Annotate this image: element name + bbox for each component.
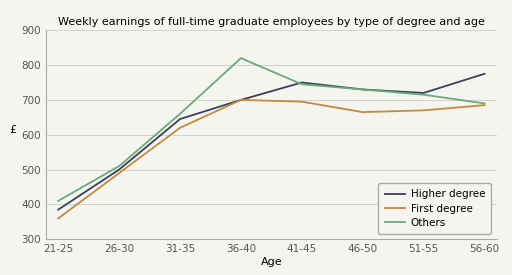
First degree [298,100,305,103]
Higher degree [359,88,366,91]
Line: Others: Others [58,58,484,201]
Legend: Higher degree, First degree, Others: Higher degree, First degree, Others [378,183,492,234]
Others [55,199,61,203]
Higher degree [177,117,183,121]
Higher degree [420,91,426,95]
Title: Weekly earnings of full-time graduate employees by type of degree and age: Weekly earnings of full-time graduate em… [58,17,485,27]
Line: First degree: First degree [58,100,484,218]
Others [177,112,183,115]
First degree [238,98,244,101]
First degree [420,109,426,112]
Higher degree [238,98,244,101]
Higher degree [298,81,305,84]
First degree [116,171,122,175]
X-axis label: Age: Age [261,257,282,267]
Others [359,88,366,91]
Y-axis label: £: £ [10,125,17,135]
Others [298,82,305,86]
First degree [177,126,183,130]
First degree [55,217,61,220]
Higher degree [116,168,122,171]
First degree [481,103,487,107]
Higher degree [481,72,487,75]
First degree [359,111,366,114]
Line: Higher degree: Higher degree [58,74,484,210]
Higher degree [55,208,61,211]
Others [238,56,244,60]
Others [116,164,122,168]
Others [481,102,487,105]
Others [420,93,426,96]
